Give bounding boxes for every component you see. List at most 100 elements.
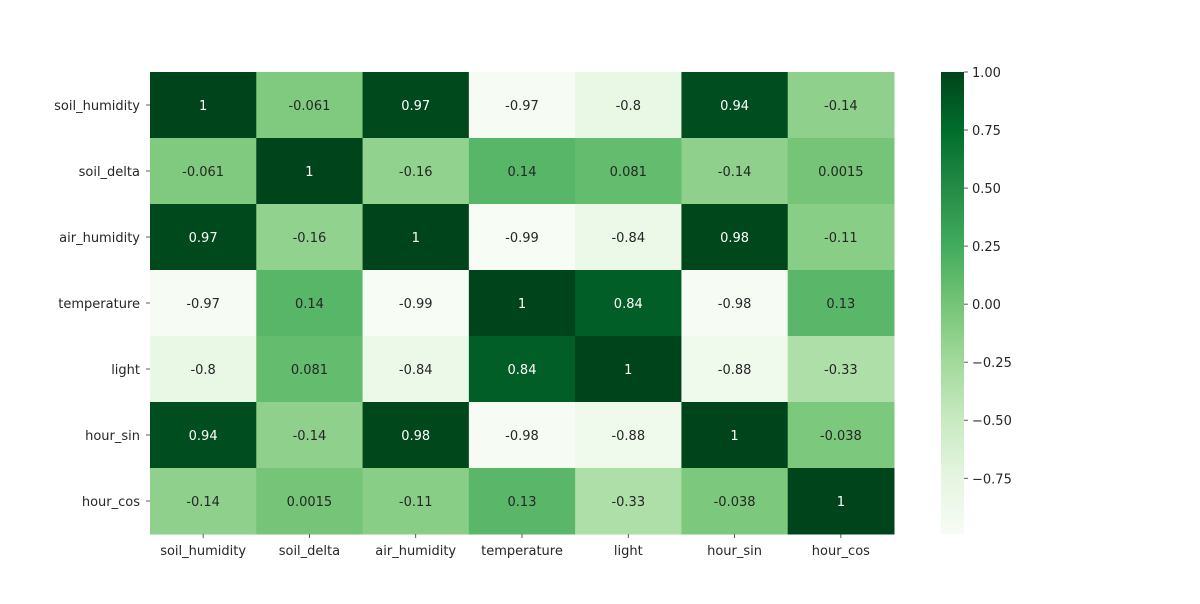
heatmap-cell — [150, 402, 257, 469]
cell-annotation: -0.99 — [399, 297, 433, 312]
y-tick-label: light — [111, 363, 140, 378]
cell-annotation: -0.97 — [505, 99, 539, 114]
heatmap-cell — [787, 468, 895, 535]
cell-annotation: 0.97 — [189, 231, 218, 246]
heatmap-cell — [256, 402, 364, 469]
heatmap-cell — [362, 336, 470, 403]
heatmap-cell — [575, 468, 682, 535]
colorbar-tick-label: 0.00 — [972, 298, 1001, 313]
heatmap-cell — [575, 204, 682, 271]
cell-annotation: -0.88 — [718, 363, 752, 378]
cell-annotation: -0.84 — [611, 231, 645, 246]
x-tick-label: temperature — [481, 544, 563, 559]
cell-annotation: 1 — [305, 165, 313, 180]
cell-annotation: 0.84 — [508, 363, 537, 378]
y-tick-label: hour_cos — [82, 495, 140, 510]
cell-annotation: -0.14 — [293, 429, 327, 444]
cell-annotation: -0.14 — [718, 165, 752, 180]
cell-annotation: 1 — [837, 495, 845, 510]
cell-annotation: 1 — [412, 231, 420, 246]
cell-annotation: 1 — [624, 363, 632, 378]
cell-annotation: -0.88 — [611, 429, 645, 444]
heatmap-cell — [256, 204, 364, 271]
heatmap-cell — [150, 204, 257, 271]
heatmap-cell — [468, 468, 576, 535]
colorbar-tick-label: 0.25 — [972, 240, 1001, 255]
cell-annotation: 0.97 — [401, 99, 430, 114]
cell-annotation: -0.16 — [399, 165, 433, 180]
heatmap-cell — [362, 72, 470, 139]
cell-annotation: 1 — [730, 429, 738, 444]
cell-annotation: -0.11 — [824, 231, 858, 246]
heatmap-cell — [362, 204, 470, 271]
cell-annotation: 0.94 — [720, 99, 749, 114]
heatmap-cell — [787, 270, 895, 337]
heatmap-cell — [150, 72, 257, 139]
cell-annotation: 0.98 — [720, 231, 749, 246]
heatmap-cell — [150, 468, 257, 535]
heatmap-cell — [681, 402, 789, 469]
y-tick-label: soil_delta — [79, 165, 140, 180]
cell-annotation: -0.33 — [824, 363, 858, 378]
cell-annotation: 0.14 — [508, 165, 537, 180]
heatmap-cell — [362, 138, 470, 205]
cell-annotation: 0.081 — [291, 363, 328, 378]
cell-annotation: -0.8 — [616, 99, 641, 114]
x-tick-label: air_humidity — [375, 544, 456, 559]
cell-annotation: 0.98 — [401, 429, 430, 444]
heatmap-cell — [575, 402, 682, 469]
heatmap-cell — [256, 72, 364, 139]
heatmap-cells — [150, 72, 895, 535]
y-tick-label: hour_sin — [85, 429, 140, 444]
cell-annotation: 1 — [518, 297, 526, 312]
heatmap-cell — [256, 270, 364, 337]
cell-annotation: 0.94 — [189, 429, 218, 444]
x-tick-labels: soil_humidity soil_delta air_humidity tempe… — [160, 534, 870, 559]
x-tick-label: hour_sin — [707, 544, 762, 559]
cell-annotation: -0.14 — [824, 99, 858, 114]
x-tick-label: light — [614, 544, 643, 559]
heatmap-cell — [681, 336, 789, 403]
cell-annotation: -0.97 — [186, 297, 220, 312]
cell-annotation: -0.11 — [399, 495, 433, 510]
heatmap-cell — [468, 270, 576, 337]
heatmap-cell — [681, 138, 789, 205]
cell-annotation: 0.13 — [508, 495, 537, 510]
cell-annotation: -0.038 — [714, 495, 756, 510]
cell-annotation: -0.061 — [288, 99, 330, 114]
cell-annotation: -0.061 — [182, 165, 224, 180]
heatmap-cell — [468, 204, 576, 271]
heatmap-cell — [575, 138, 682, 205]
cell-annotation: -0.98 — [718, 297, 752, 312]
colorbar-tick-label: −0.75 — [972, 472, 1012, 487]
heatmap-cell — [362, 270, 470, 337]
cell-annotation: -0.038 — [820, 429, 862, 444]
cell-annotation: 0.0015 — [287, 495, 333, 510]
colorbar-tick-label: 1.00 — [972, 66, 1001, 81]
heatmap-cell — [681, 72, 789, 139]
heatmap-cell — [681, 204, 789, 271]
colorbar-tick-label: 0.50 — [972, 182, 1001, 197]
heatmap-cell — [468, 72, 576, 139]
heatmap-cell — [575, 270, 682, 337]
heatmap-cell — [787, 336, 895, 403]
cell-annotation: 0.84 — [614, 297, 643, 312]
heatmap-cell — [362, 402, 470, 469]
colorbar-tick-label: 0.75 — [972, 124, 1001, 139]
heatmap-cell — [468, 402, 576, 469]
cell-annotation: -0.84 — [399, 363, 433, 378]
y-tick-label: soil_humidity — [54, 99, 140, 114]
colorbar: 1.00 0.75 0.50 0.25 0.00 −0.25 −0.50 −0.75 — [941, 66, 1012, 534]
cell-annotations: 1 -0.061 0.97 -0.97 -0.8 0.94 -0.14 -0.061 1 -0.1… — [182, 99, 863, 510]
heatmap-cell — [575, 72, 682, 139]
colorbar-tick-label: −0.25 — [972, 356, 1012, 371]
y-tick-label: air_humidity — [59, 231, 140, 246]
heatmap-cell — [787, 138, 895, 205]
heatmap-cell — [681, 270, 789, 337]
x-tick-label: hour_cos — [812, 544, 870, 559]
heatmap-cell — [150, 336, 257, 403]
heatmap-cell — [787, 402, 895, 469]
cell-annotation: -0.14 — [186, 495, 220, 510]
cell-annotation: 0.13 — [826, 297, 855, 312]
